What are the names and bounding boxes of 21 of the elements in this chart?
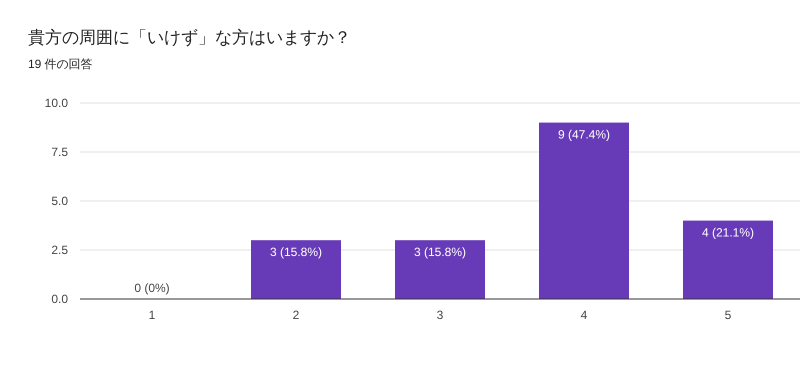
y-tick-label: 7.5 bbox=[51, 145, 68, 159]
y-tick-label: 10.0 bbox=[44, 96, 68, 110]
x-tick-label: 5 bbox=[724, 308, 732, 322]
y-tick-label: 0.0 bbox=[51, 292, 68, 306]
data-label: 3 (15.8%) bbox=[414, 245, 466, 260]
chart-title: 貴方の周囲に「いけず」な方はいますか？ bbox=[28, 28, 351, 47]
data-label: 4 (21.1%) bbox=[702, 226, 754, 240]
bar bbox=[251, 240, 341, 299]
data-label: 0 (0%) bbox=[134, 281, 170, 295]
x-tick-label: 1 bbox=[148, 308, 156, 322]
bar bbox=[683, 220, 773, 299]
x-tick-label: 3 bbox=[436, 308, 444, 322]
chart-subtitle: 19 件の回答 bbox=[28, 57, 93, 71]
x-tick-label: 2 bbox=[292, 308, 300, 322]
x-tick-label: 4 bbox=[580, 308, 588, 322]
y-tick-label: 5.0 bbox=[51, 194, 68, 208]
bar bbox=[539, 122, 629, 299]
bar bbox=[395, 240, 485, 299]
data-label: 9 (47.4%) bbox=[558, 128, 610, 142]
y-tick-label: 2.5 bbox=[51, 243, 68, 257]
data-label: 3 (15.8%) bbox=[270, 245, 322, 260]
